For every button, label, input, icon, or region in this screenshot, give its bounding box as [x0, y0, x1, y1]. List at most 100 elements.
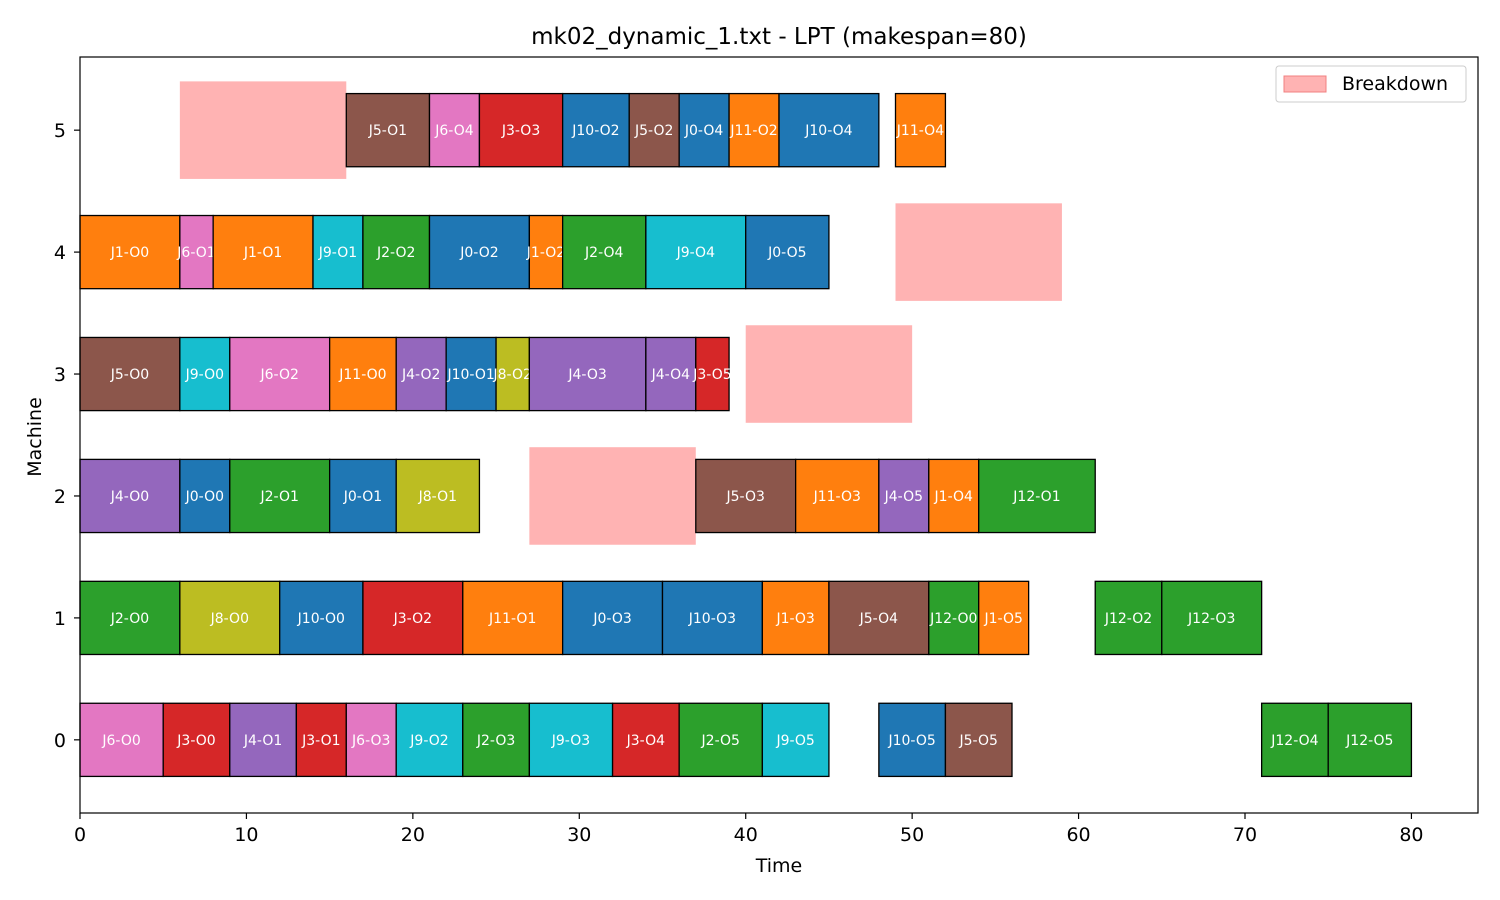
operation-label: J6-O4: [434, 123, 473, 139]
operation-bar: [611, 702, 680, 778]
operation-label: J9-O1: [318, 245, 357, 261]
operation-label: J2-O0: [110, 611, 149, 627]
operation-label: J9-O2: [409, 733, 448, 749]
operation-bar: [728, 92, 780, 168]
operation-label: J3-O0: [176, 733, 215, 749]
operation-label: J6-O0: [101, 733, 140, 749]
operation-label: J0-O2: [459, 245, 498, 261]
operation-bar: [878, 702, 947, 778]
x-tick-label: 80: [1399, 824, 1423, 846]
operation-bar: [878, 458, 930, 534]
operation-bar: [828, 580, 930, 656]
operation-bar: [978, 580, 1030, 656]
operation-bar: [212, 214, 314, 290]
operation-bar: [79, 580, 181, 656]
operation-label: J10-O0: [297, 611, 345, 627]
operation-label: J4-O1: [243, 733, 282, 749]
operation-label: J12-O1: [1012, 489, 1060, 505]
operation-bar: [944, 702, 1013, 778]
x-axis-title: Time: [755, 855, 803, 877]
operation-label: J5-O2: [634, 123, 673, 139]
operation-label: J2-O3: [476, 733, 515, 749]
operation-label: J6-O1: [176, 245, 215, 261]
operation-label: J5-O4: [859, 611, 898, 627]
chart-title: mk02_dynamic_1.txt - LPT (makespan=80): [531, 24, 1027, 50]
operation-label: J9-O4: [676, 245, 715, 261]
breakdown-block: [745, 325, 913, 423]
operation-bar: [745, 214, 830, 290]
y-tick-label: 5: [54, 120, 66, 142]
x-tick-label: 40: [734, 824, 758, 846]
operation-bar: [1327, 702, 1413, 778]
operation-label: J10-O1: [446, 367, 494, 383]
x-tick-label: 30: [567, 824, 591, 846]
y-tick-label: 2: [54, 486, 66, 508]
operation-bar: [1161, 580, 1263, 656]
y-tick-label: 0: [54, 730, 66, 752]
operation-bar: [761, 580, 830, 656]
x-tick-label: 20: [401, 824, 425, 846]
legend-box: [1275, 65, 1467, 103]
operation-bar: [778, 92, 880, 168]
y-axis: 0 1 2 3 4 5: [54, 120, 80, 752]
operation-bar: [229, 458, 331, 534]
operation-label: J8-O1: [418, 489, 457, 505]
operation-label: J8-O0: [210, 611, 249, 627]
y-tick-label: 4: [54, 242, 66, 264]
operation-bar: [345, 92, 431, 168]
operation-label: J11-O2: [729, 123, 777, 139]
operation-bar: [428, 214, 531, 290]
operation-bar: [561, 580, 664, 656]
operation-label: J4-O5: [884, 489, 923, 505]
operation-label: J0-O4: [684, 123, 723, 139]
operation-bar: [79, 458, 181, 534]
operation-bar: [645, 214, 747, 290]
operation-label: J5-O0: [110, 367, 149, 383]
operation-label: J10-O4: [804, 123, 852, 139]
legend: Breakdown: [1275, 65, 1467, 103]
operation-label: J3-O4: [626, 733, 665, 749]
operation-label: J3-O5: [692, 367, 731, 383]
operation-bar: [761, 702, 830, 778]
operation-label: J0-O3: [592, 611, 631, 627]
operation-label: J4-O3: [567, 367, 606, 383]
operation-bar: [179, 580, 281, 656]
operation-bar: [978, 458, 1096, 534]
legend-breakdown-label: Breakdown: [1342, 73, 1448, 95]
x-tick-label: 0: [74, 824, 86, 846]
operation-label: J1-O5: [983, 611, 1022, 627]
operation-bar: [445, 336, 497, 412]
operation-label: J3-O2: [393, 611, 432, 627]
operation-label: J9-O0: [185, 367, 224, 383]
x-axis: 0 10 20 30 40 50 60 70 80: [74, 813, 1424, 846]
operation-label: J12-O3: [1187, 611, 1235, 627]
x-tick-label: 70: [1233, 824, 1257, 846]
breakdown-block: [179, 81, 347, 179]
operation-label: J1-O1: [243, 245, 282, 261]
operation-label: J1-O4: [934, 489, 973, 505]
operation-label: J11-O3: [813, 489, 861, 505]
operation-bar: [395, 458, 481, 534]
operation-bar: [695, 458, 797, 534]
operation-label: J12-O4: [1270, 733, 1318, 749]
legend-breakdown-swatch: [1283, 75, 1327, 93]
operation-label: J11-O0: [338, 367, 386, 383]
operation-bar: [395, 702, 464, 778]
x-tick-label: 60: [1066, 824, 1090, 846]
operation-label: J1-O2: [526, 245, 565, 261]
operation-bar: [295, 702, 347, 778]
operation-label: J11-O4: [896, 123, 944, 139]
y-axis-title: Machine: [24, 397, 46, 477]
operation-bar: [661, 580, 764, 656]
operation-label: J12-O2: [1104, 611, 1152, 627]
operation-bar: [362, 214, 431, 290]
operation-label: J4-O2: [401, 367, 440, 383]
operation-bar: [894, 92, 947, 168]
y-tick-label: 3: [54, 364, 66, 386]
x-tick-label: 10: [234, 824, 258, 846]
operation-label: J5-O5: [959, 733, 998, 749]
operation-label: J9-O5: [775, 733, 814, 749]
operation-bar: [628, 92, 680, 168]
operation-bar: [678, 92, 730, 168]
